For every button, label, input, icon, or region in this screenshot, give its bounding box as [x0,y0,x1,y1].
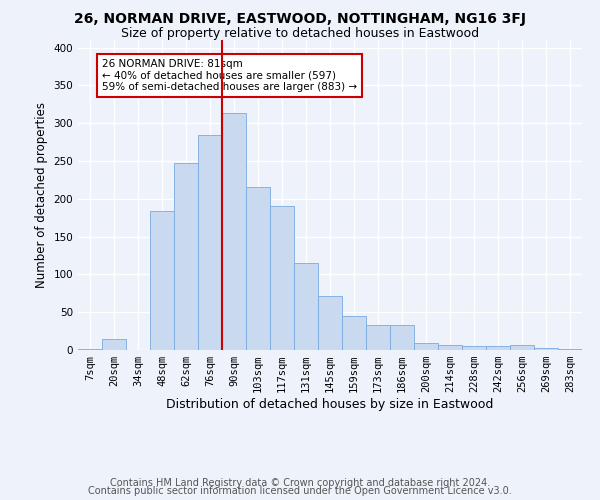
Bar [318,296,342,350]
Bar [534,348,558,350]
Bar [390,325,414,350]
Bar [342,316,366,350]
Bar [246,188,270,350]
Bar [78,349,102,350]
Bar [294,263,318,350]
Bar [366,325,390,350]
Text: 26, NORMAN DRIVE, EASTWOOD, NOTTINGHAM, NG16 3FJ: 26, NORMAN DRIVE, EASTWOOD, NOTTINGHAM, … [74,12,526,26]
Bar [150,211,174,350]
Bar [102,338,126,350]
Bar [486,346,510,350]
Bar [222,114,246,350]
X-axis label: Distribution of detached houses by size in Eastwood: Distribution of detached houses by size … [166,398,494,411]
Bar [414,343,438,350]
Bar [270,206,294,350]
Text: Contains public sector information licensed under the Open Government Licence v3: Contains public sector information licen… [88,486,512,496]
Text: Size of property relative to detached houses in Eastwood: Size of property relative to detached ho… [121,28,479,40]
Bar [510,346,534,350]
Bar [174,163,198,350]
Text: Contains HM Land Registry data © Crown copyright and database right 2024.: Contains HM Land Registry data © Crown c… [110,478,490,488]
Bar [198,136,222,350]
Bar [558,349,582,350]
Text: 26 NORMAN DRIVE: 81sqm
← 40% of detached houses are smaller (597)
59% of semi-de: 26 NORMAN DRIVE: 81sqm ← 40% of detached… [102,59,357,92]
Y-axis label: Number of detached properties: Number of detached properties [35,102,48,288]
Bar [462,346,486,350]
Bar [438,346,462,350]
